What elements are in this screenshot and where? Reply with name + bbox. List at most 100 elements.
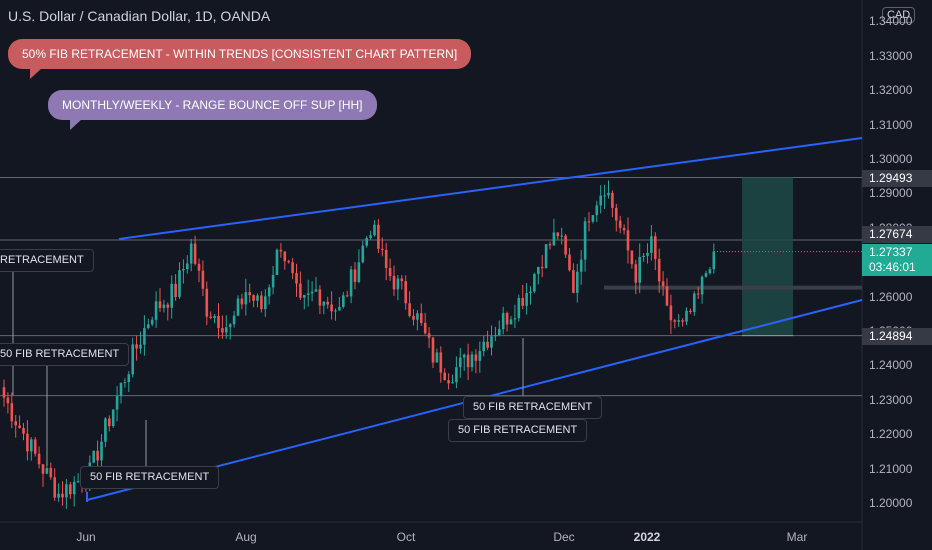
candle-body bbox=[408, 303, 411, 316]
candle-body bbox=[49, 467, 53, 478]
candle-body bbox=[260, 295, 263, 310]
candle-body bbox=[513, 318, 517, 320]
candle-body bbox=[681, 320, 684, 322]
candle-body bbox=[225, 327, 228, 333]
candle-body bbox=[37, 453, 41, 465]
candle-body bbox=[494, 335, 497, 337]
currency-button[interactable]: CAD bbox=[882, 7, 916, 23]
candle-body bbox=[517, 298, 521, 319]
candle-body bbox=[127, 374, 131, 382]
candle-body bbox=[509, 319, 513, 325]
candle-body bbox=[279, 249, 283, 252]
candle-body bbox=[209, 316, 212, 319]
candle-body bbox=[283, 251, 287, 262]
candle-body bbox=[540, 266, 544, 269]
fib-label-3[interactable]: 50 FIB RETRACEMENT bbox=[80, 466, 220, 489]
candle-body bbox=[100, 441, 103, 461]
candle-body bbox=[119, 382, 123, 397]
y-tick-label: 1.22000 bbox=[869, 427, 913, 442]
candle-body bbox=[10, 403, 14, 422]
candle-body bbox=[349, 269, 353, 297]
candle-body bbox=[353, 269, 357, 282]
candle-body bbox=[400, 278, 404, 282]
candle-body bbox=[326, 301, 329, 305]
candle-body bbox=[451, 382, 454, 384]
candle-body bbox=[482, 341, 485, 352]
candle-body bbox=[634, 264, 638, 283]
candle-body bbox=[501, 312, 505, 330]
y-tick-label: 1.30000 bbox=[869, 152, 913, 166]
candle-body bbox=[306, 293, 310, 295]
upper-trendline bbox=[118, 137, 863, 240]
candle-body bbox=[22, 427, 25, 434]
candle-body bbox=[412, 315, 415, 320]
annotation-bubble-fib[interactable]: 50% FIB RETRACEMENT - WITHIN TRENDS [CON… bbox=[8, 39, 472, 79]
price-tag-4: 1.24894 bbox=[862, 328, 932, 345]
candle-body bbox=[466, 354, 470, 368]
candle-body bbox=[689, 310, 692, 312]
y-tick-label: 1.20000 bbox=[869, 496, 913, 510]
candle-body bbox=[189, 243, 193, 264]
annotation-bubble-range[interactable]: MONTHLY/WEEKLY - RANGE BOUNCE OFF SUP [H… bbox=[48, 90, 377, 130]
fib-label-5[interactable]: 50 FIB RETRACEMENT bbox=[448, 419, 588, 442]
candle-body bbox=[72, 481, 76, 495]
candle-body bbox=[462, 354, 466, 358]
y-tick-label: 1.29000 bbox=[869, 186, 913, 201]
candle-body bbox=[291, 262, 294, 274]
candle-body bbox=[139, 344, 142, 349]
fib-label-1[interactable]: RETRACEMENT bbox=[0, 249, 94, 272]
candle-body bbox=[490, 336, 493, 348]
price-tag-1: 1.29493 bbox=[862, 170, 932, 187]
candle-body bbox=[470, 354, 474, 368]
candle-body bbox=[365, 237, 368, 246]
candle-body bbox=[217, 315, 220, 329]
countdown-timer: 03:46:01 bbox=[869, 260, 916, 274]
candle-body bbox=[626, 230, 630, 251]
candle-body bbox=[271, 275, 275, 288]
candle-body bbox=[256, 295, 259, 301]
candle-body bbox=[143, 328, 146, 345]
candle-body bbox=[14, 421, 17, 426]
candle-body bbox=[345, 295, 349, 297]
candle-body bbox=[104, 418, 107, 442]
candle-body bbox=[599, 195, 602, 206]
candle-body bbox=[700, 276, 704, 295]
candle-body bbox=[529, 291, 532, 294]
candle-body bbox=[57, 493, 60, 498]
range-band bbox=[604, 285, 862, 290]
candle-body bbox=[396, 278, 400, 290]
candle-body bbox=[267, 287, 271, 297]
candle-body bbox=[622, 227, 626, 231]
candle-body bbox=[41, 464, 45, 474]
candle-body bbox=[646, 252, 649, 256]
candle-body bbox=[150, 319, 154, 325]
candle-body bbox=[427, 333, 431, 338]
y-tick-label: 1.24000 bbox=[869, 358, 913, 373]
y-tick-label: 1.32000 bbox=[869, 83, 913, 98]
candle-body bbox=[357, 262, 361, 282]
candle-body bbox=[111, 409, 115, 427]
candle-body bbox=[18, 425, 21, 428]
candle-body bbox=[147, 324, 150, 329]
candle-body bbox=[533, 274, 536, 292]
fib-label-2[interactable]: 50 FIB RETRACEMENT bbox=[0, 343, 130, 366]
candle-body bbox=[447, 380, 450, 384]
candle-body bbox=[583, 221, 587, 260]
candle-body bbox=[228, 324, 232, 328]
fib-label-4[interactable]: 50 FIB RETRACEMENT bbox=[463, 396, 603, 419]
candle-body bbox=[459, 357, 462, 368]
candle-body bbox=[548, 244, 552, 246]
candle-body bbox=[361, 245, 365, 263]
candle-body bbox=[318, 289, 322, 306]
candle-body bbox=[654, 236, 657, 259]
candle-body bbox=[431, 337, 435, 363]
candle-body bbox=[650, 236, 653, 253]
candle-body bbox=[205, 288, 209, 317]
candle-body bbox=[439, 352, 443, 373]
candle-body bbox=[115, 396, 119, 410]
candle-body bbox=[564, 235, 567, 255]
candle-body bbox=[96, 450, 99, 461]
candle-body bbox=[135, 344, 138, 349]
candle-body bbox=[665, 286, 669, 306]
